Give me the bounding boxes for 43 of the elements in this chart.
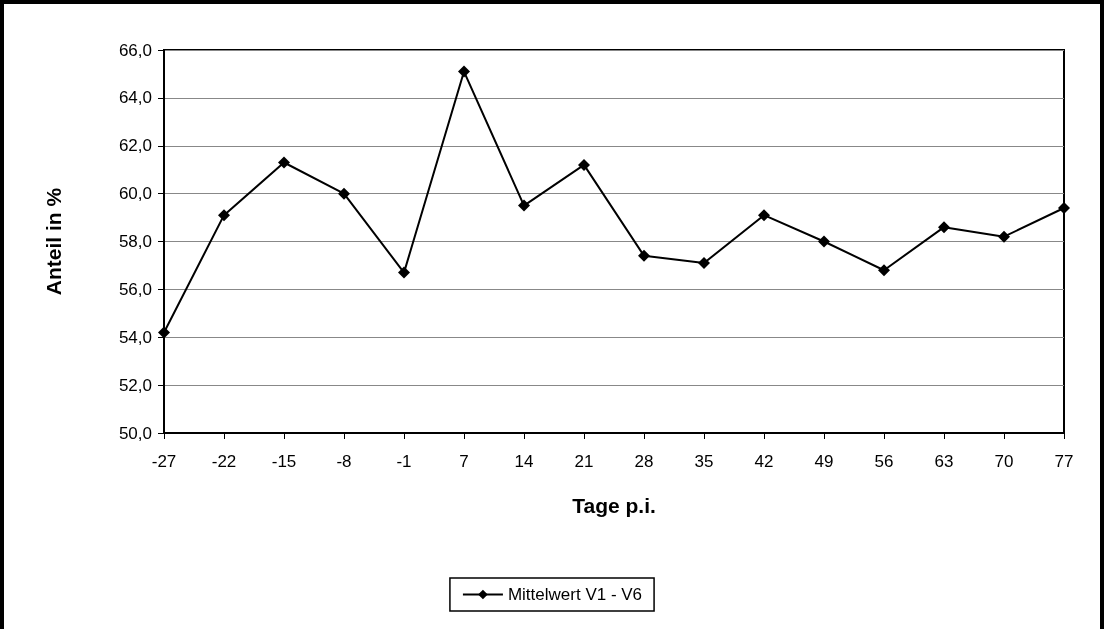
point [218, 209, 230, 222]
x-tick-label: 49 [814, 452, 834, 471]
x-tick-label: 56 [874, 452, 894, 471]
x-tick-label: 77 [1054, 452, 1074, 471]
x-tick-label: -1 [396, 452, 412, 471]
y-tick-label: 50,0 [118, 423, 152, 443]
legend-label: Mittelwert V1 - V6 [507, 585, 643, 604]
x-tick-label: 70 [994, 452, 1014, 471]
y-tick-label: 52,0 [118, 375, 152, 395]
x-tick-label: 63 [934, 452, 954, 471]
point [638, 249, 650, 262]
point [338, 187, 350, 200]
x-tick-label: -15 [271, 452, 297, 471]
y-tick-label: 64,0 [118, 88, 152, 108]
point [518, 199, 530, 212]
point [998, 230, 1010, 243]
x-tick-label: 28 [634, 452, 654, 471]
y-tick-label: 66,0 [118, 40, 152, 60]
y-tick-label: 60,0 [118, 184, 152, 204]
point [578, 158, 590, 171]
x-tick-label: 14 [514, 452, 534, 471]
x-tick-label: 21 [574, 452, 594, 471]
x-axis-title: Tage p.i. [572, 494, 656, 517]
y-tick-label: 56,0 [118, 279, 152, 299]
point [818, 235, 830, 248]
x-tick-label: -22 [211, 452, 237, 471]
point [398, 266, 410, 279]
point [698, 257, 710, 270]
point [158, 326, 170, 339]
point [878, 264, 890, 277]
y-tick-label: 62,0 [118, 136, 152, 156]
point [758, 209, 770, 222]
x-tick-label: 35 [694, 452, 714, 471]
y-tick-label: 54,0 [118, 327, 152, 347]
x-tick-label: -27 [151, 452, 177, 471]
x-tick-label: 42 [754, 452, 774, 471]
point [938, 221, 950, 234]
x-tick-label: -8 [336, 452, 352, 471]
y-axis-title: Anteil in % [42, 187, 65, 296]
y-tick-label: 58,0 [118, 232, 152, 251]
point [458, 65, 470, 78]
point [278, 156, 290, 169]
x-tick-label: 7 [459, 452, 469, 471]
